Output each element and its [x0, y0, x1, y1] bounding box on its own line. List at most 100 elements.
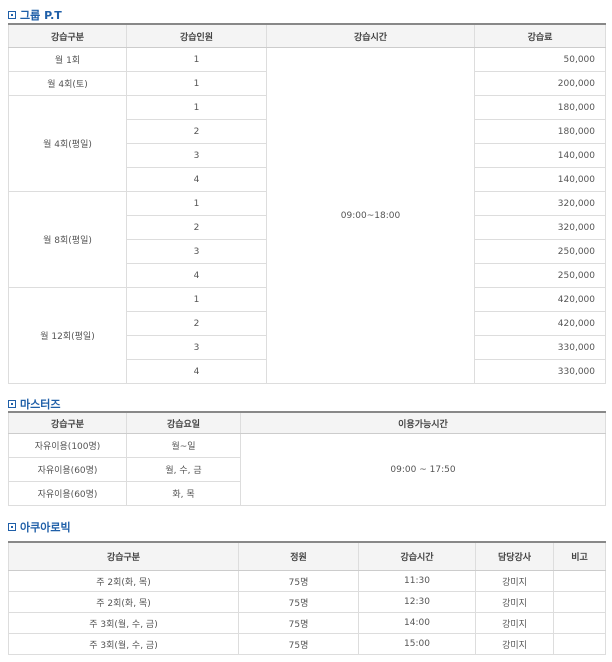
lesson-time-cell: 14:00: [358, 612, 476, 634]
lesson-time-cell: 12:30: [358, 591, 476, 613]
people-cell: 1: [126, 47, 267, 72]
column-header: 강습구분: [8, 23, 127, 48]
instructor-cell: 강미지: [475, 633, 554, 655]
people-cell: 1: [126, 287, 267, 312]
column-header: 강습요일: [126, 411, 241, 434]
lesson-type-cell: 월 1회: [8, 47, 127, 72]
column-header: 강습료: [474, 23, 606, 48]
column-header: 비고: [553, 541, 606, 571]
fee-cell: 330,000: [474, 335, 606, 360]
capacity-cell: 75명: [238, 633, 359, 655]
table-row: 월 12회(평일) 1 420,000: [8, 287, 606, 384]
table-row: 4 250,000: [9, 263, 606, 288]
lesson-time-cell: 15:00: [358, 633, 476, 655]
fee-cell: 50,000: [474, 47, 606, 72]
available-time-cell: 09:00 ~ 17:50: [240, 433, 606, 506]
table-row: 4 140,000: [9, 167, 606, 192]
section-title-text: 마스터즈: [20, 398, 61, 411]
lesson-type-cell: 자유이용(60명): [8, 481, 127, 506]
table-row: 3 250,000: [9, 239, 606, 264]
lesson-days-cell: 화, 목: [126, 481, 241, 506]
people-cell: 1: [126, 71, 267, 96]
lesson-days-cell: 월~일: [126, 433, 241, 458]
capacity-cell: 75명: [238, 612, 359, 634]
section-title-aquarobics: 아쿠아로빅: [8, 520, 71, 534]
note-cell: [553, 591, 606, 613]
people-cell: 1: [126, 191, 267, 216]
lesson-time-cell: 09:00~18:00: [266, 47, 475, 384]
table-header-row: 강습구분 강습요일 이용가능시간: [8, 411, 606, 434]
table-header-row: 강습구분 정원 강습시간 담당강사 비고: [8, 541, 606, 571]
table-row: 주 2회(화, 목) 75명 12:30 강미지: [8, 591, 606, 613]
lesson-type-cell: 주 2회(화, 목): [8, 570, 239, 592]
table-row: 3 140,000: [9, 143, 606, 168]
fee-cell: 320,000: [474, 215, 606, 240]
column-header: 강습구분: [8, 411, 127, 434]
masters-table: 강습구분 강습요일 이용가능시간 자유이용(100명) 월~일 09:00 ~ …: [8, 411, 606, 506]
table-row: 주 3회(월, 수, 금) 75명 15:00 강미지: [8, 633, 606, 655]
table-row: 주 2회(화, 목) 75명 11:30 강미지: [8, 570, 606, 592]
fee-cell: 180,000: [474, 95, 606, 120]
table-row: 월 1회 1 09:00~18:00 50,000: [8, 47, 606, 384]
people-cell: 3: [126, 335, 267, 360]
fee-cell: 420,000: [474, 287, 606, 312]
people-cell: 3: [126, 143, 267, 168]
fee-cell: 180,000: [474, 119, 606, 144]
instructor-cell: 강미지: [475, 591, 554, 613]
table-row: 4 330,000: [9, 359, 606, 384]
fee-cell: 140,000: [474, 143, 606, 168]
lesson-time-cell: 11:30: [358, 570, 476, 592]
instructor-cell: 강미지: [475, 570, 554, 592]
fee-cell: 250,000: [474, 239, 606, 264]
fee-cell: 250,000: [474, 263, 606, 288]
capacity-cell: 75명: [238, 570, 359, 592]
column-header: 담당강사: [475, 541, 554, 571]
column-header: 강습시간: [358, 541, 476, 571]
section-title-masters: 마스터즈: [8, 397, 60, 411]
lesson-type-cell: 주 2회(화, 목): [8, 591, 239, 613]
fee-cell: 140,000: [474, 167, 606, 192]
capacity-cell: 75명: [238, 591, 359, 613]
fee-cell: 320,000: [474, 191, 606, 216]
people-cell: 2: [126, 311, 267, 336]
people-cell: 1: [126, 95, 267, 120]
table-row: 자유이용(100명) 월~일 09:00 ~ 17:50: [8, 433, 606, 506]
people-cell: 2: [126, 215, 267, 240]
people-cell: 2: [126, 119, 267, 144]
lesson-type-cell: 월 8회(평일): [8, 191, 127, 288]
instructor-cell: 강미지: [475, 612, 554, 634]
section-title-text: 아쿠아로빅: [20, 521, 71, 534]
square-bullet-icon: [8, 11, 16, 19]
table-row: 2 420,000: [9, 311, 606, 336]
column-header: 강습인원: [126, 23, 267, 48]
group-pt-table: 강습구분 강습인원 강습시간 강습료 월 1회 1 09:00~18:00 50…: [8, 23, 606, 384]
lesson-type-cell: 주 3회(월, 수, 금): [8, 612, 239, 634]
column-header: 정원: [238, 541, 359, 571]
people-cell: 4: [126, 359, 267, 384]
note-cell: [553, 633, 606, 655]
column-header: 강습구분: [8, 541, 239, 571]
lesson-type-cell: 자유이용(100명): [8, 433, 127, 458]
aquarobics-table: 강습구분 정원 강습시간 담당강사 비고 주 2회(화, 목) 75명 11:3…: [8, 541, 606, 655]
table-row: 자유이용(60명) 화, 목: [8, 481, 606, 506]
column-header: 강습시간: [266, 23, 475, 48]
people-cell: 4: [126, 167, 267, 192]
people-cell: 3: [126, 239, 267, 264]
square-bullet-icon: [8, 400, 16, 408]
lesson-days-cell: 월, 수, 금: [126, 457, 241, 482]
lesson-type-cell: 자유이용(60명): [8, 457, 127, 482]
table-row: 2 320,000: [9, 215, 606, 240]
note-cell: [553, 570, 606, 592]
table-row: 주 3회(월, 수, 금) 75명 14:00 강미지: [8, 612, 606, 634]
note-cell: [553, 612, 606, 634]
people-cell: 4: [126, 263, 267, 288]
lesson-type-cell: 월 12회(평일): [8, 287, 127, 384]
lesson-type-cell: 월 4회(평일): [8, 95, 127, 192]
fee-cell: 200,000: [474, 71, 606, 96]
section-title-group-pt: 그룹 P.T: [8, 8, 62, 22]
section-title-text: 그룹 P.T: [20, 9, 62, 22]
table-row: 월 8회(평일) 1 320,000: [8, 191, 606, 288]
square-bullet-icon: [8, 523, 16, 531]
lesson-type-cell: 월 4회(토): [8, 71, 127, 96]
lesson-type-cell: 주 3회(월, 수, 금): [8, 633, 239, 655]
